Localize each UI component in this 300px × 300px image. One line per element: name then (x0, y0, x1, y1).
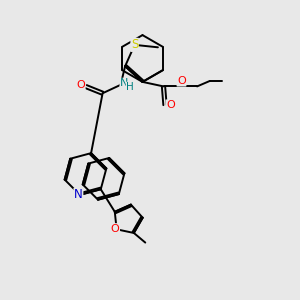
Text: O: O (177, 76, 186, 86)
Text: O: O (166, 100, 175, 110)
Text: O: O (111, 224, 119, 234)
Text: N: N (120, 78, 128, 88)
Text: O: O (76, 80, 85, 90)
Text: S: S (131, 38, 138, 51)
Text: H: H (126, 82, 134, 92)
Text: N: N (74, 188, 83, 201)
